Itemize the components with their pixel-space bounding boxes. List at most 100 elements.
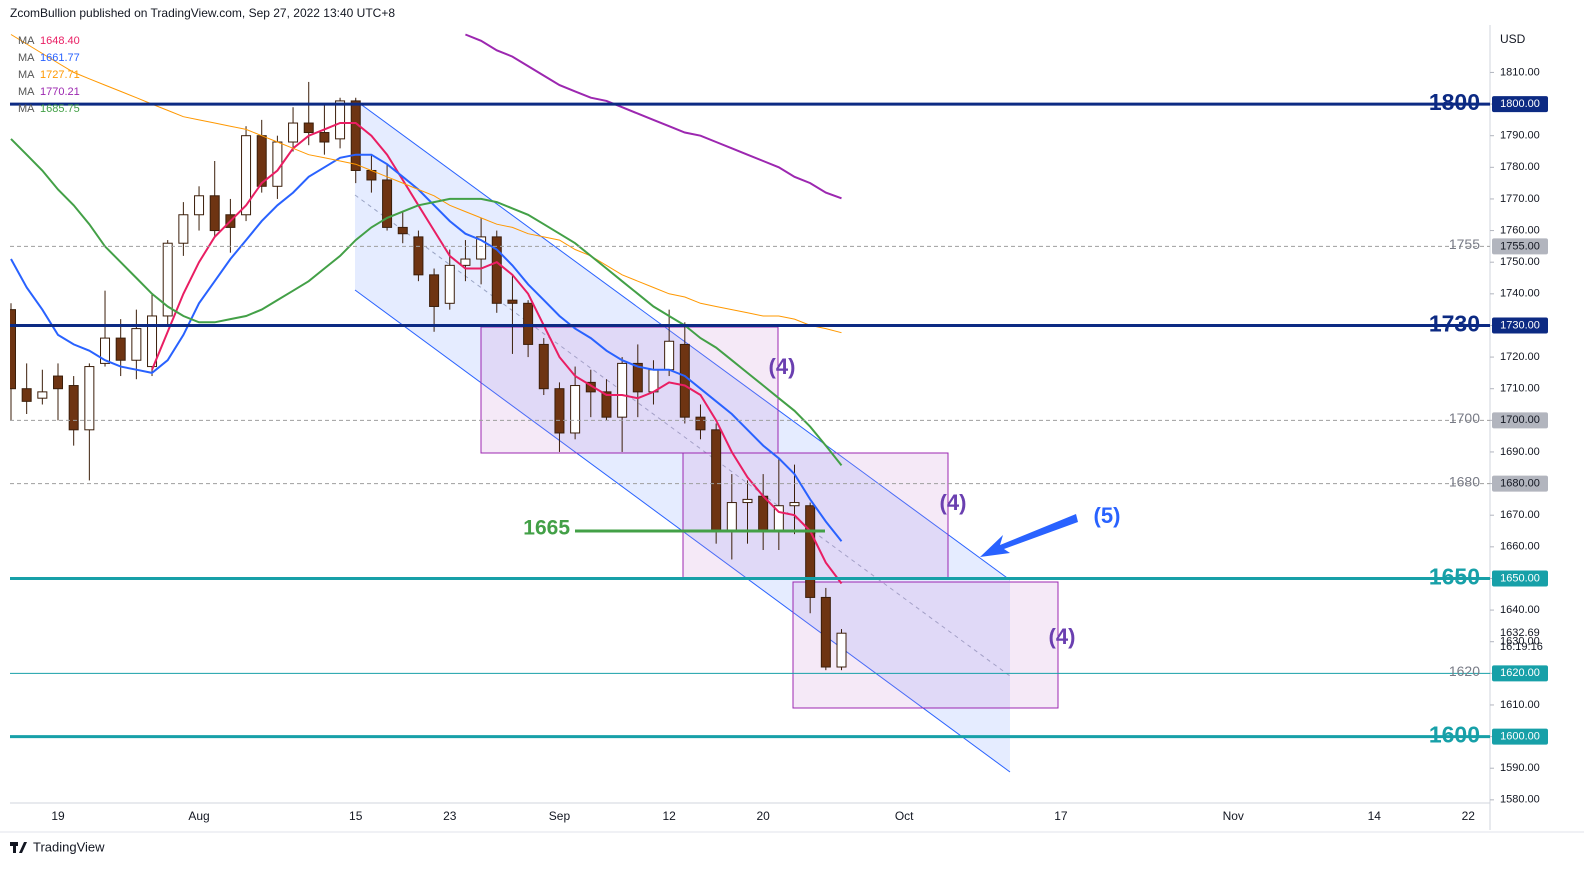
- ma-line: [10, 138, 843, 467]
- candle-body: [664, 340, 675, 371]
- candle-body: [648, 369, 659, 393]
- y-tick-label: 1580.00: [1500, 794, 1540, 806]
- price-box-label: 1680.00: [1500, 477, 1540, 489]
- y-tick-label: 1640.00: [1500, 604, 1540, 616]
- candle-body: [538, 343, 549, 390]
- candle-body: [335, 100, 346, 140]
- candle-body: [256, 135, 267, 187]
- x-tick-label: Aug: [188, 809, 209, 823]
- price-box-label: 1755.00: [1500, 240, 1540, 252]
- y-tick-label: 1810.00: [1500, 66, 1540, 78]
- price-box-label: 1700.00: [1500, 414, 1540, 426]
- plot: [10, 33, 847, 671]
- x-tick-label: Sep: [549, 809, 571, 823]
- candle-body: [476, 236, 487, 260]
- candle-body: [836, 632, 847, 668]
- level-label: 1800: [1429, 89, 1480, 115]
- price-box-label: 1620.00: [1500, 667, 1540, 679]
- price-box: [1492, 238, 1548, 255]
- level-label: 1600: [1429, 722, 1480, 748]
- candle-body: [10, 309, 16, 390]
- candle-body: [162, 242, 173, 317]
- candle-body: [209, 195, 220, 232]
- header: ZcomBullion published on TradingView.com…: [10, 6, 395, 20]
- logo: [10, 842, 27, 853]
- candle-body: [241, 135, 252, 216]
- channel: [355, 100, 1010, 772]
- x-tick-label: 20: [756, 809, 770, 823]
- x-tick-label: 17: [1054, 809, 1068, 823]
- legend-name: MA: [18, 103, 35, 115]
- legend-value: 1661.77: [40, 52, 80, 64]
- y-tick-label: 1660.00: [1500, 541, 1540, 553]
- price-box-label: 1600.00: [1500, 730, 1540, 742]
- legend-value: 1685.75: [40, 103, 80, 115]
- candle-body: [194, 195, 205, 216]
- wave-box: [480, 326, 779, 454]
- price-box: [1492, 475, 1548, 492]
- candle-body: [413, 236, 424, 276]
- candle-body: [789, 502, 800, 507]
- wave-box: [792, 581, 1059, 709]
- candle-body: [319, 132, 330, 143]
- candle-body: [601, 391, 612, 418]
- price-box-label: 1730.00: [1500, 319, 1540, 331]
- legend-name: MA: [18, 69, 35, 81]
- x-tick-label: Nov: [1223, 809, 1244, 823]
- candle-body: [460, 258, 471, 266]
- candle-body: [131, 328, 142, 361]
- ma-line: [10, 153, 843, 542]
- candle-body: [820, 596, 831, 668]
- candle-body: [147, 315, 158, 368]
- candle-body: [554, 388, 565, 434]
- brand: TradingView: [33, 839, 105, 854]
- candle-body: [444, 264, 455, 304]
- channel-upper: [354, 99, 1011, 581]
- y-tick-label: 1780.00: [1500, 161, 1540, 173]
- candle-body: [84, 366, 95, 431]
- candle-body: [742, 498, 753, 504]
- level-label: 1755: [1449, 236, 1480, 252]
- x-tick-label: 23: [443, 809, 457, 823]
- x-tick-label: Oct: [895, 809, 914, 823]
- candle-body: [429, 274, 440, 307]
- y-tick-label: 1740.00: [1500, 288, 1540, 300]
- candle-body: [507, 299, 518, 304]
- candle-body: [178, 214, 189, 244]
- x-tick-label: 12: [662, 809, 676, 823]
- y-tick-label: 1630.00: [1500, 636, 1540, 648]
- candle-body: [632, 362, 643, 393]
- y-tick-label: 1770.00: [1500, 193, 1540, 205]
- candle-body: [100, 337, 111, 364]
- level-label: 1680: [1449, 473, 1480, 489]
- candle-body: [617, 362, 628, 418]
- price-box: [1492, 665, 1548, 682]
- candle-body: [397, 226, 408, 235]
- wave-label: (4): [769, 354, 796, 379]
- y-tick-label: 1590.00: [1500, 762, 1540, 774]
- drawings: [354, 99, 1059, 773]
- legend-value: 1648.40: [40, 35, 80, 47]
- ma-line: [151, 122, 843, 585]
- legend-name: MA: [18, 86, 35, 98]
- legend-name: MA: [18, 52, 35, 64]
- level-label: 1620: [1449, 663, 1480, 679]
- candle-body: [679, 343, 690, 418]
- y-tick-label: 1610.00: [1500, 699, 1540, 711]
- wave-label: (4): [1049, 624, 1076, 649]
- level-label: 1650: [1429, 564, 1480, 590]
- candle-body: [570, 385, 581, 434]
- ma-line: [465, 33, 842, 200]
- level-label: 1700: [1449, 410, 1480, 426]
- price-box: [1492, 96, 1548, 113]
- x-tick-label: 14: [1368, 809, 1382, 823]
- candle-body: [805, 505, 816, 598]
- y-tick-label: 1690.00: [1500, 446, 1540, 458]
- candle-body: [303, 122, 314, 134]
- currency: USD: [1500, 32, 1526, 46]
- price-box: [1492, 317, 1548, 334]
- candle-body: [53, 375, 64, 390]
- candle-body: [491, 236, 502, 304]
- legend-value: 1770.21: [40, 86, 80, 98]
